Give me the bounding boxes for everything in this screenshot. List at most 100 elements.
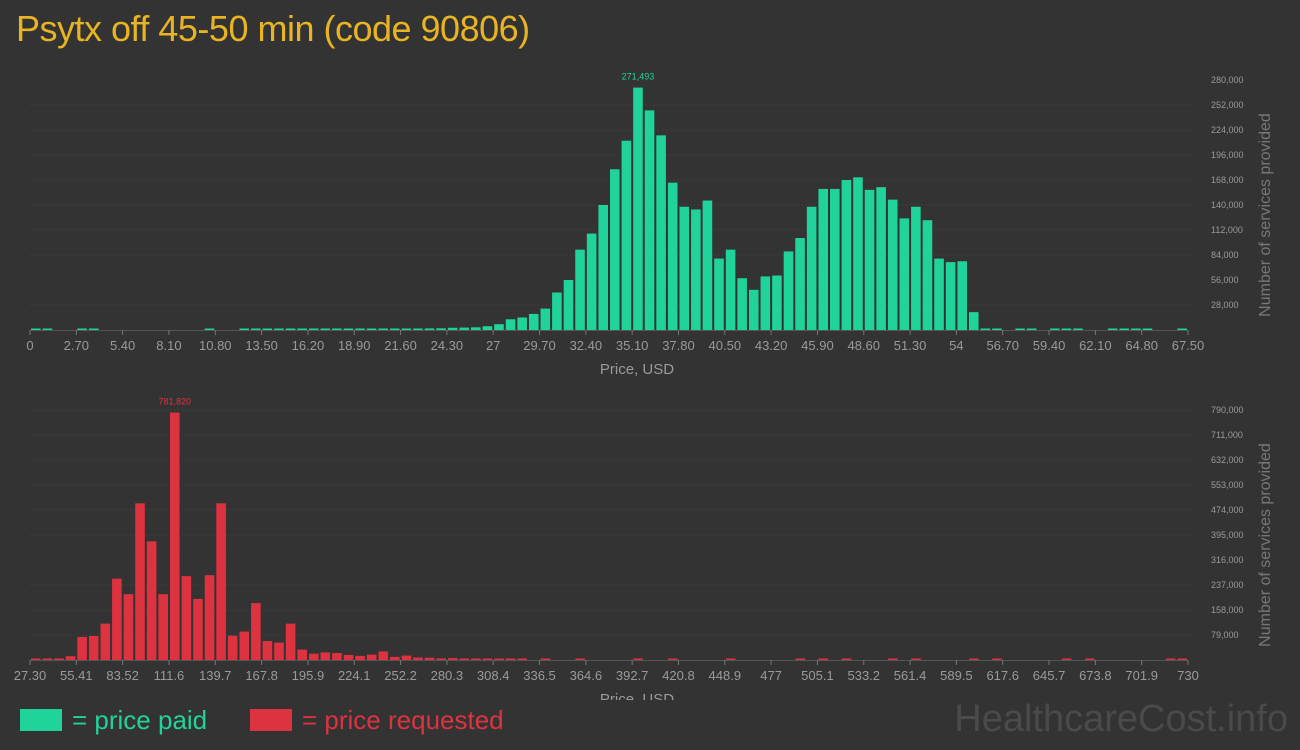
- bar: [1142, 328, 1153, 330]
- bar: [1050, 328, 1060, 330]
- bar: [772, 275, 782, 330]
- bar: [436, 658, 446, 660]
- x-tick-label: 673.8: [1079, 668, 1112, 683]
- x-tick-label: 730: [1177, 668, 1199, 683]
- bar: [332, 653, 342, 660]
- x-tick-label: 5.40: [110, 338, 135, 353]
- bar: [227, 635, 238, 660]
- y-tick-label: 112,000: [1211, 225, 1243, 235]
- x-tick-label: 589.5: [940, 668, 973, 683]
- bar: [447, 327, 458, 330]
- bar: [285, 328, 296, 330]
- y-tick-label: 252,000: [1211, 100, 1244, 110]
- bar: [563, 280, 574, 330]
- bar: [77, 328, 87, 330]
- x-tick-label: 54: [949, 338, 963, 353]
- bar: [853, 177, 863, 330]
- bar: [922, 220, 933, 330]
- bar: [401, 328, 412, 330]
- bar: [332, 328, 342, 330]
- bar: [656, 135, 666, 330]
- y-axis-title: Number of services provided: [1257, 113, 1274, 317]
- bar: [795, 658, 805, 660]
- x-tick-label: 364.6: [570, 668, 603, 683]
- x-tick-label: 0: [26, 338, 33, 353]
- bar: [262, 328, 273, 330]
- bar: [783, 251, 794, 330]
- x-tick-label: 10.80: [199, 338, 232, 353]
- bar: [274, 328, 284, 330]
- x-tick-label: 21.60: [384, 338, 417, 353]
- bar: [667, 182, 678, 330]
- x-tick-label: 83.52: [106, 668, 139, 683]
- x-tick-label: 37.80: [662, 338, 695, 353]
- bar: [320, 328, 331, 330]
- x-tick-label: 27: [486, 338, 500, 353]
- bar: [934, 258, 944, 330]
- x-axis-title: Price, USD: [600, 691, 674, 700]
- x-tick-label: 67.50: [1172, 338, 1205, 353]
- x-tick-label: 505.1: [801, 668, 834, 683]
- x-tick-label: 27.30: [14, 668, 47, 683]
- bar: [308, 328, 319, 330]
- bar: [864, 189, 875, 330]
- bar: [146, 541, 157, 660]
- bar: [123, 594, 134, 660]
- x-tick-label: 533.2: [847, 668, 880, 683]
- bar: [899, 218, 910, 330]
- bar: [459, 658, 470, 660]
- y-axis-title: Number of services provided: [1257, 443, 1274, 647]
- chart-paid: 28,000 56,000 84,000 112,000 140,000 168,000 1…: [26, 72, 1274, 378]
- bar: [297, 649, 307, 660]
- bar: [251, 328, 261, 330]
- bar: [517, 317, 527, 330]
- bar: [447, 658, 458, 660]
- bar: [31, 658, 41, 660]
- bar: [1084, 658, 1095, 660]
- bar: [390, 656, 400, 660]
- y-tick-label: 632,000: [1211, 455, 1244, 465]
- bar: [88, 328, 99, 330]
- y-tick-label: 196,000: [1211, 150, 1244, 160]
- x-tick-label: 561.4: [894, 668, 927, 683]
- bar: [806, 206, 817, 330]
- bar: [285, 623, 296, 660]
- bar: [343, 654, 354, 660]
- bar: [691, 209, 701, 330]
- x-tick-label: 336.5: [523, 668, 556, 683]
- y-tick-label: 158,000: [1211, 605, 1244, 615]
- bar: [598, 205, 608, 330]
- bar: [181, 576, 192, 660]
- bar: [1107, 328, 1118, 330]
- x-tick-label: 24.30: [431, 338, 464, 353]
- bar: [702, 200, 713, 330]
- bar: [216, 503, 226, 660]
- bar: [911, 658, 921, 660]
- x-tick-label: 8.10: [156, 338, 181, 353]
- bar: [575, 249, 585, 330]
- x-tick-label: 392.7: [616, 668, 649, 683]
- bar: [262, 641, 273, 660]
- bar: [992, 658, 1002, 660]
- bar: [482, 658, 493, 660]
- y-tick-label: 553,000: [1211, 480, 1244, 490]
- bar: [575, 658, 585, 660]
- bar: [887, 199, 898, 330]
- bar: [725, 658, 736, 660]
- x-tick-label: 167.8: [245, 668, 278, 683]
- bar: [992, 328, 1002, 330]
- bar: [1061, 658, 1072, 660]
- x-tick-label: 645.7: [1033, 668, 1066, 683]
- bar: [818, 188, 829, 330]
- bar: [714, 258, 724, 330]
- bar: [633, 87, 643, 330]
- charts-canvas: 28,000 56,000 84,000 112,000 140,000 168,000 1…: [14, 72, 1274, 700]
- x-tick-label: 56.70: [986, 338, 1019, 353]
- bar: [413, 328, 423, 330]
- x-tick-label: 111.6: [154, 668, 185, 683]
- bar: [1015, 328, 1025, 330]
- bar: [494, 658, 504, 660]
- x-tick-label: 448.9: [709, 668, 742, 683]
- x-tick-label: 62.10: [1079, 338, 1112, 353]
- bar: [158, 594, 168, 660]
